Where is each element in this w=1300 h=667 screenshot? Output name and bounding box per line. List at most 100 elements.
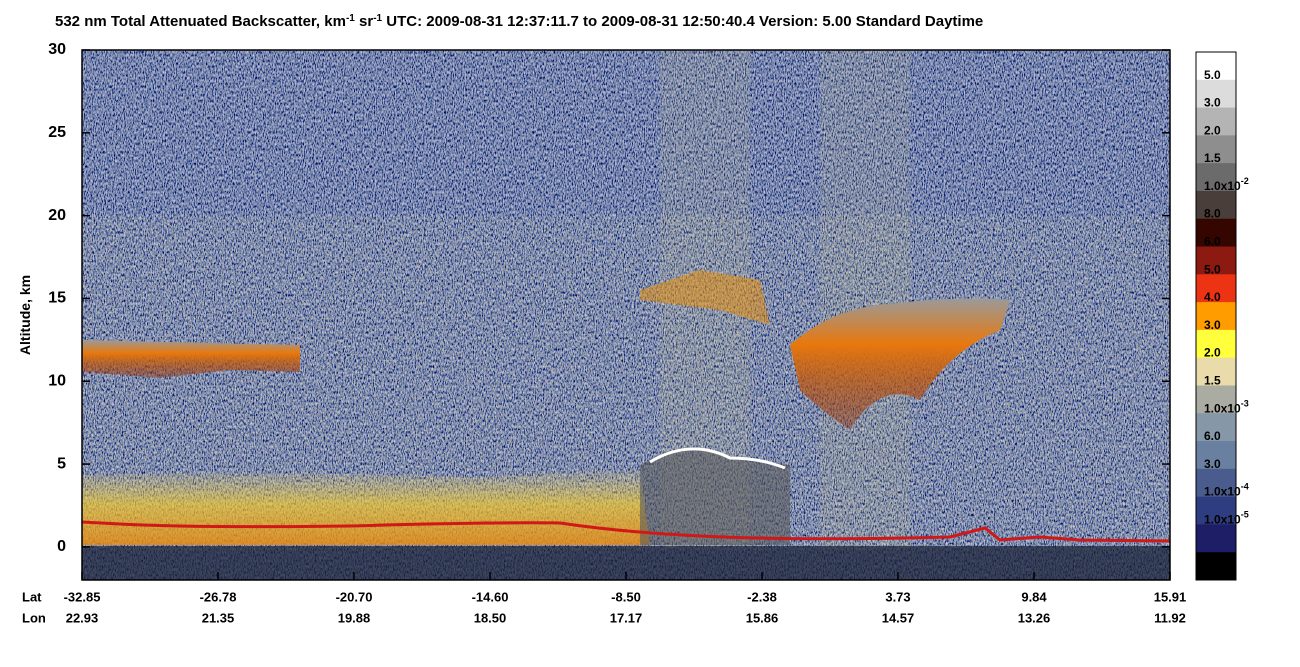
aerosol-layer-dense — [640, 447, 790, 545]
x-tick-label: 19.88 — [338, 610, 371, 625]
y-tick-label: 15 — [48, 290, 66, 307]
colorbar-label: 3.0 — [1204, 318, 1221, 332]
colorbar-label: 6.0 — [1204, 429, 1221, 443]
colorbar-swatch — [1196, 468, 1236, 498]
colorbar: 5.03.02.01.51.0x10-28.06.05.04.03.02.01.… — [1196, 52, 1249, 581]
y-tick-label: 20 — [48, 207, 66, 224]
colorbar-label-base: 5.0 — [1204, 262, 1221, 276]
colorbar-label-base: 1.5 — [1204, 151, 1221, 165]
cloud-layer — [790, 298, 1010, 430]
colorbar-label: 1.5 — [1204, 374, 1221, 388]
colorbar-label-base: 1.0x10 — [1204, 179, 1241, 193]
colorbar-label: 3.0 — [1204, 457, 1221, 471]
colorbar-swatch — [1196, 107, 1236, 136]
x-tick-label: 15.86 — [746, 610, 779, 625]
colorbar-swatch — [1196, 552, 1236, 581]
colorbar-swatch — [1196, 163, 1236, 192]
colorbar-swatch — [1196, 496, 1236, 525]
y-axis-label: Altitude, km — [17, 275, 33, 355]
y-tick-label: 30 — [48, 41, 66, 58]
noise-column — [820, 50, 910, 550]
colorbar-swatch — [1196, 413, 1236, 442]
colorbar-label-base: 8.0 — [1204, 207, 1221, 221]
colorbar-label: 1.0x10-2 — [1204, 176, 1249, 193]
colorbar-label: 5.0 — [1204, 262, 1221, 276]
colorbar-swatch — [1196, 302, 1236, 331]
x-tick-label: 17.17 — [610, 610, 643, 625]
colorbar-label: 1.0x10-3 — [1204, 399, 1249, 416]
title-superscript: -1 — [346, 13, 355, 24]
colorbar-label-base: 4.0 — [1204, 290, 1221, 304]
x-row-name: Lon — [22, 610, 46, 625]
y-tick-label: 0 — [57, 538, 66, 555]
colorbar-label-exponent: -2 — [1241, 176, 1249, 186]
cloud-layer — [82, 340, 300, 378]
title-text: sr — [355, 13, 374, 30]
colorbar-label: 5.0 — [1204, 68, 1221, 82]
x-tick-label: 18.50 — [474, 610, 507, 625]
colorbar-frame — [1195, 51, 1237, 581]
colorbar-label-base: 6.0 — [1204, 429, 1221, 443]
colorbar-swatch — [1196, 218, 1236, 248]
y-tick-label: 10 — [48, 372, 66, 389]
curtain — [82, 50, 1170, 580]
x-tick-label: -14.60 — [472, 589, 509, 604]
colorbar-label: 1.5 — [1204, 151, 1221, 165]
x-tick-label: 9.84 — [1021, 589, 1047, 604]
colorbar-swatch — [1196, 52, 1236, 81]
title-text: 532 nm Total Attenuated Backscatter, km — [55, 13, 346, 30]
colorbar-label-base: 3.0 — [1204, 457, 1221, 471]
surface-line — [82, 520, 1170, 543]
colorbar-swatch — [1196, 329, 1236, 359]
x-tick-label: -20.70 — [336, 589, 373, 604]
colorbar-label-base: 3.0 — [1204, 96, 1221, 110]
x-tick-label: 11.92 — [1154, 610, 1186, 625]
colorbar-swatch — [1196, 357, 1236, 386]
x-tick-label: 3.73 — [885, 589, 910, 604]
x-tick-label: 22.93 — [66, 610, 99, 625]
layer-top — [649, 447, 786, 470]
y-tick-label: 5 — [57, 455, 66, 472]
colorbar-swatch — [1196, 246, 1236, 275]
colorbar-swatch — [1196, 190, 1236, 220]
colorbar-label-exponent: -5 — [1241, 510, 1249, 520]
x-tick-label: 13.26 — [1018, 610, 1051, 625]
x-tick-label: 15.91 — [1154, 589, 1187, 604]
colorbar-label-base: 1.0x10 — [1204, 485, 1241, 499]
colorbar-swatch — [1196, 79, 1236, 109]
colorbar-label-base: 5.0 — [1204, 68, 1221, 82]
colorbar-label-base: 2.0 — [1204, 346, 1221, 360]
aerosol-layer — [82, 470, 650, 545]
colorbar-label: 8.0 — [1204, 207, 1221, 221]
colorbar-label-base: 3.0 — [1204, 318, 1221, 332]
colorbar-label: 3.0 — [1204, 96, 1221, 110]
chart-title: 532 nm Total Attenuated Backscatter, km-… — [55, 13, 983, 31]
x-tick-label: 14.57 — [882, 610, 915, 625]
colorbar-label-base: 1.0x10 — [1204, 513, 1241, 527]
x-row-name: Lat — [22, 589, 42, 604]
colorbar-label: 6.0 — [1204, 235, 1221, 249]
colorbar-label: 1.0x10-5 — [1204, 510, 1249, 527]
x-tick-label: -2.38 — [747, 589, 777, 604]
colorbar-label-base: 1.0x10 — [1204, 401, 1241, 415]
colorbar-swatch — [1196, 274, 1236, 303]
x-tick-label: -32.85 — [64, 589, 101, 604]
title-text: UTC: 2009-08-31 12:37:11.7 to 2009-08-31… — [382, 13, 983, 30]
x-tick-label: -26.78 — [200, 589, 237, 604]
x-tick-label: -8.50 — [611, 589, 641, 604]
colorbar-label-base: 6.0 — [1204, 235, 1221, 249]
colorbar-label-base: 2.0 — [1204, 124, 1221, 138]
y-tick-label: 25 — [48, 124, 66, 141]
colorbar-label-exponent: -3 — [1241, 399, 1249, 409]
colorbar-swatch — [1196, 135, 1236, 164]
title-superscript: -1 — [373, 13, 382, 24]
colorbar-label: 2.0 — [1204, 124, 1221, 138]
colorbar-label-exponent: -4 — [1241, 482, 1249, 492]
cloud-layer — [640, 270, 770, 325]
colorbar-label: 1.0x10-4 — [1204, 482, 1249, 499]
colorbar-swatch — [1196, 524, 1236, 553]
x-tick-label: 21.35 — [202, 610, 235, 625]
colorbar-swatch — [1196, 441, 1236, 470]
colorbar-label: 2.0 — [1204, 346, 1221, 360]
